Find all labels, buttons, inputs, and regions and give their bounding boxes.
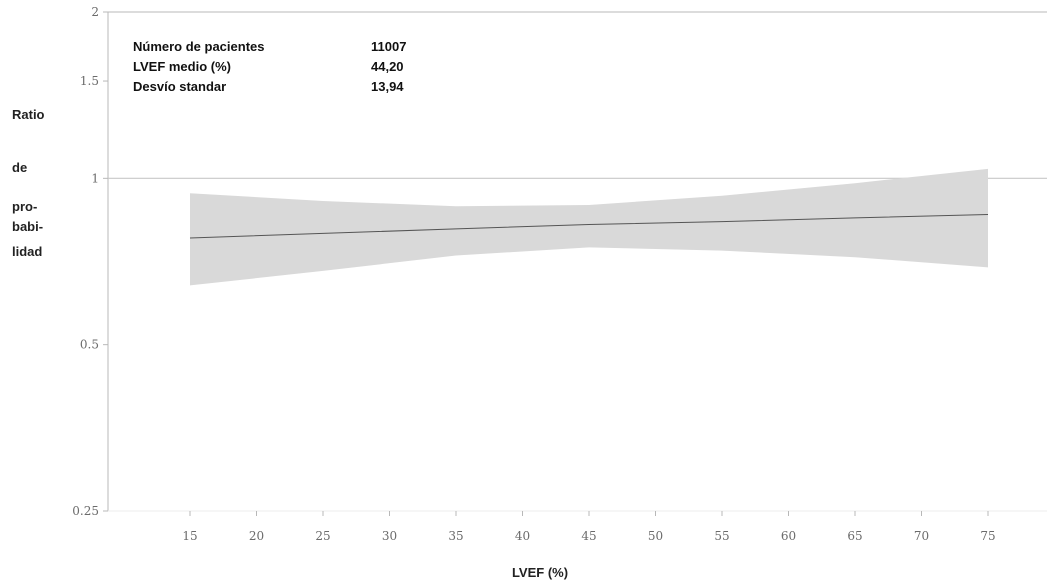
confidence-band [190,168,988,286]
x-tick-label: 35 [448,529,463,543]
x-tick-label: 30 [382,529,397,543]
estimate-line [189,214,989,239]
stat-value: 44,20 [371,59,404,74]
stat-label: Desvío standar [133,79,226,94]
stat-label: LVEF medio (%) [133,59,231,74]
y-tick-label: 0.5 [80,338,99,352]
frame [107,11,1047,512]
stat-value: 11007 [371,39,406,54]
x-axis: 15 20 25 30 35 40 45 50 55 60 65 70 75 [182,511,996,543]
y-label-line: babi- [12,219,43,234]
y-tick-label: 1.5 [80,74,99,88]
stats-box: Número de pacientes 11007 LVEF medio (%) 44… [133,39,406,94]
y-axis: 0.25 0.5 1 1.5 2 [72,5,108,518]
y-label-line: pro- [12,199,37,214]
stat-value: 13,94 [371,79,404,94]
x-tick-label: 60 [781,529,796,543]
x-tick-label: 75 [980,529,995,543]
x-tick-label: 55 [714,529,729,543]
y-tick-label: 2 [91,5,99,19]
y-label-line: lidad [12,244,42,259]
estimate-line-0 [189,214,989,239]
stat-label: Número de pacientes [133,39,265,54]
x-tick-label: 50 [648,529,663,543]
y-label-line: Ratio [12,107,45,122]
y-tick-label: 1 [91,171,99,185]
y-axis-label: Ratio de pro-babi-lidad [12,107,45,259]
confidence-band-0 [190,168,988,286]
x-tick-label: 45 [581,529,596,543]
x-axis-label: LVEF (%) [512,565,568,580]
x-tick-label: 70 [914,529,929,543]
y-tick-label: 0.25 [72,504,99,518]
x-tick-label: 20 [249,529,264,543]
y-label-line: de [12,160,27,175]
x-tick-label: 15 [182,529,197,543]
x-tick-label: 65 [847,529,862,543]
x-tick-label: 40 [515,529,530,543]
x-tick-label: 25 [315,529,330,543]
